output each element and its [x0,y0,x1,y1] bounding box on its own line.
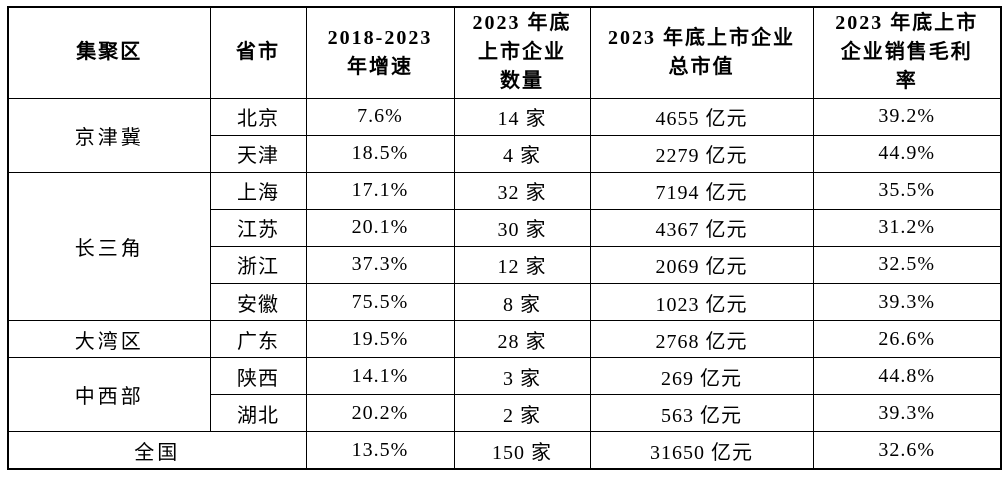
market-cap-cell: 2768 亿元 [589,320,814,359]
province-cell: 广东 [209,320,307,359]
count-cell: 4 家 [453,134,591,173]
growth-cell: 19.5% [305,320,455,359]
margin-cell: 35.5% [812,171,1002,210]
province-cell: 浙江 [209,245,307,284]
table-row-zhejiang: 浙江 37.3% 12 家 2069 亿元 32.5% [8,245,1002,284]
margin-cell: 44.8% [812,357,1002,396]
count-cell: 150 家 [453,431,591,470]
growth-cell: 75.5% [305,282,455,322]
province-cell: 陕西 [209,357,307,396]
province-cell: 湖北 [209,394,307,433]
region-cell: 长三角 [7,171,211,322]
market-cap-cell: 269 亿元 [589,357,814,396]
header-province: 省市 [209,6,307,99]
margin-cell: 39.3% [812,394,1002,433]
margin-cell: 26.6% [812,320,1002,359]
margin-cell: 39.3% [812,282,1002,322]
header-gross-margin: 2023 年底上市 企业销售毛利 率 [812,6,1002,99]
province-cell: 天津 [209,134,307,173]
margin-cell: 39.2% [812,97,1002,136]
count-cell: 2 家 [453,394,591,433]
margin-cell: 44.9% [812,134,1002,173]
header-growth-rate: 2018-2023 年增速 [305,6,455,99]
total-label-cell: 全国 [7,431,307,470]
region-cell: 大湾区 [7,320,211,359]
count-cell: 3 家 [453,357,591,396]
growth-cell: 7.6% [305,97,455,136]
growth-cell: 17.1% [305,171,455,210]
growth-cell: 14.1% [305,357,455,396]
table-row-guangdong: 大湾区 广东 19.5% 28 家 2768 亿元 26.6% [7,320,1002,359]
table-row-jiangsu: 江苏 20.1% 30 家 4367 亿元 31.2% [8,208,1002,247]
region-cell: 京津冀 [7,97,211,173]
market-cap-cell: 7194 亿元 [589,171,814,210]
table-row-national-total: 全国 13.5% 150 家 31650 亿元 32.6% [7,431,1002,470]
region-listing-table: 集聚区 省市 2018-2023 年增速 2023 年底 上市企业 数量 202… [7,6,1002,470]
province-cell: 安徽 [209,282,307,322]
growth-cell: 37.3% [305,245,455,284]
count-cell: 12 家 [453,245,591,284]
market-cap-cell: 563 亿元 [589,394,814,433]
market-cap-cell: 4367 亿元 [589,208,814,247]
header-row: 集聚区 省市 2018-2023 年增速 2023 年底 上市企业 数量 202… [7,6,1002,99]
table-row-beijing: 京津冀 北京 7.6% 14 家 4655 亿元 39.2% [7,97,1002,173]
growth-cell: 13.5% [305,431,455,470]
table-row-shanghai: 长三角 上海 17.1% 32 家 7194 亿元 35.5% [7,171,1002,322]
table-row-tianjin: 天津 18.5% 4 家 2279 亿元 44.9% [8,134,1002,173]
region-cell: 中西部 [7,357,211,433]
growth-cell: 20.2% [305,394,455,433]
count-cell: 14 家 [453,97,591,136]
header-cluster-region: 集聚区 [7,6,211,99]
table-row-anhui: 安徽 75.5% 8 家 1023 亿元 39.3% [8,282,1002,322]
header-total-market-cap: 2023 年底上市企业 总市值 [589,6,814,99]
market-cap-cell: 2069 亿元 [589,245,814,284]
market-cap-cell: 1023 亿元 [589,282,814,322]
margin-cell: 31.2% [812,208,1002,247]
table-row-hubei: 湖北 20.2% 2 家 563 亿元 39.3% [8,394,1002,433]
margin-cell: 32.5% [812,245,1002,284]
count-cell: 30 家 [453,208,591,247]
market-cap-cell: 4655 亿元 [589,97,814,136]
margin-cell: 32.6% [812,431,1002,470]
province-cell: 北京 [209,97,307,136]
market-cap-cell: 31650 亿元 [589,431,814,470]
province-cell: 江苏 [209,208,307,247]
growth-cell: 18.5% [305,134,455,173]
table-row-shaanxi: 中西部 陕西 14.1% 3 家 269 亿元 44.8% [7,357,1002,433]
count-cell: 8 家 [453,282,591,322]
count-cell: 28 家 [453,320,591,359]
province-cell: 上海 [209,171,307,210]
market-cap-cell: 2279 亿元 [589,134,814,173]
header-listed-count: 2023 年底 上市企业 数量 [453,6,591,99]
growth-cell: 20.1% [305,208,455,247]
count-cell: 32 家 [453,171,591,210]
